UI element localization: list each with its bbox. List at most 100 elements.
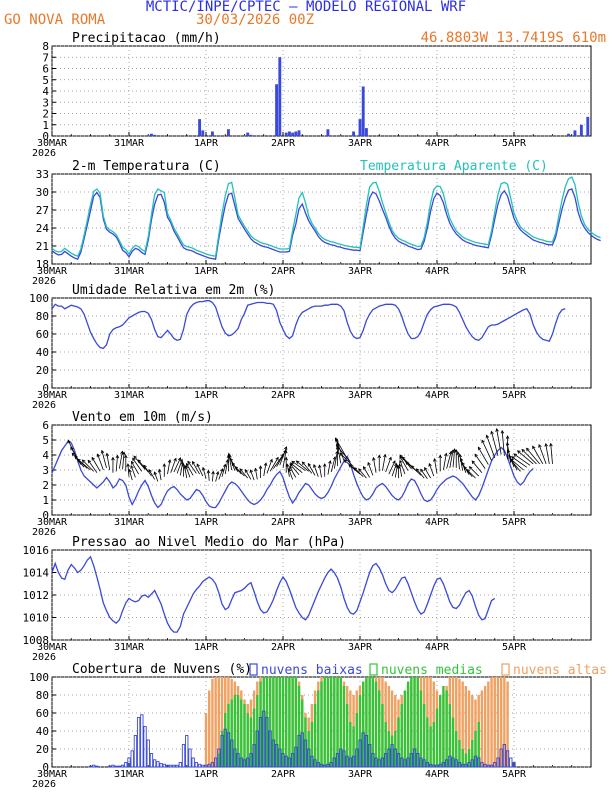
cloud-mid-bar xyxy=(342,686,346,767)
cloud-low-bar xyxy=(207,763,211,768)
wind-arrow xyxy=(399,464,403,477)
cloud-mid-bar xyxy=(368,677,371,767)
precip-xlabel: 30MAR xyxy=(37,138,68,149)
pressure-xlabel: 30MAR xyxy=(37,642,68,653)
wind-arrow xyxy=(513,453,531,466)
wind-arrow-head xyxy=(466,469,471,473)
wind-arrow xyxy=(115,455,118,472)
wind-arrow-head xyxy=(96,453,101,458)
cloud-mid-bar xyxy=(243,704,246,767)
wind-arrow xyxy=(318,465,322,478)
precip-xlabel: 3APR xyxy=(348,138,373,149)
cloud-low-bar xyxy=(230,739,234,768)
cloud-low-bar xyxy=(284,755,288,768)
precip-bar xyxy=(210,131,214,136)
cloud-mid-bar xyxy=(313,704,317,767)
temp-xlabel: 3APR xyxy=(348,266,373,277)
cloud-mid-bar xyxy=(291,677,294,767)
wind-arrow xyxy=(250,469,255,481)
cloud-low-bar xyxy=(194,762,199,768)
cloud-low-bar xyxy=(88,765,93,768)
wind-arrow-head xyxy=(468,466,473,470)
cloud-low-bar xyxy=(92,764,96,768)
wind-arrow xyxy=(424,467,431,479)
cloud-mid-bar xyxy=(236,695,240,767)
cloud-mid-bar xyxy=(333,677,336,767)
cloud-mid-bar xyxy=(224,713,227,767)
temp-ylabel: 21 xyxy=(36,240,49,253)
wind-arrow-head xyxy=(377,454,382,459)
wind-arrow xyxy=(517,450,534,465)
precip-bar xyxy=(358,119,362,136)
cloud-low-bar xyxy=(348,757,353,768)
wind-arrow xyxy=(434,458,438,474)
wind-arrow xyxy=(244,469,252,480)
cloud-high-bar xyxy=(214,677,217,767)
cloud-mid-bar xyxy=(339,677,342,767)
cloud-mid-bar xyxy=(397,717,400,767)
wind-arrow xyxy=(510,458,524,471)
cloud-low-bar xyxy=(313,759,317,768)
wind-arrow-head xyxy=(388,456,392,461)
wind-arrow-head xyxy=(122,451,126,456)
cloud-low-bar xyxy=(153,759,157,768)
cloud-low-bar xyxy=(217,748,221,768)
cloud-low-bar xyxy=(332,757,336,768)
precip-bar xyxy=(287,131,291,136)
precip-xlabel: 5APR xyxy=(502,138,527,149)
cloud-mid-bar xyxy=(310,722,314,767)
wind-arrow xyxy=(131,461,139,475)
cloud-low-bar xyxy=(419,757,423,768)
clouds-xlabel: 5APR xyxy=(502,769,527,780)
humidity-title: Umidade Relativa em 2m (%) xyxy=(72,283,276,298)
wind-arrow-head xyxy=(318,464,322,469)
cloud-low-bar xyxy=(441,762,446,768)
wind-arrow-head xyxy=(177,457,182,461)
wind-arrow-head xyxy=(285,463,290,468)
coords-label: 46.8803W 13.7419S 610m xyxy=(420,30,606,46)
pressure-xlabel: 3APR xyxy=(348,642,373,653)
cloud-low-bar xyxy=(265,717,269,768)
cloud-low-bar xyxy=(480,762,484,768)
wind-arrow xyxy=(394,465,398,478)
temp-xlabel: 31MAR xyxy=(114,266,145,277)
cloud-mid-bar xyxy=(281,677,285,767)
wind-arrow-head xyxy=(398,463,402,468)
humidity-xlabel: 31MAR xyxy=(114,390,145,401)
wind-arrow-head xyxy=(405,461,409,465)
precip-xlabel: 2APR xyxy=(271,138,296,149)
wind-arrow-head xyxy=(173,457,177,462)
wind-arrow-head xyxy=(343,459,348,464)
cloud-low-bar xyxy=(136,717,141,768)
wind-arrow xyxy=(167,459,171,475)
humidity-ylabel: 100 xyxy=(29,292,49,305)
wind-arrow xyxy=(501,430,505,456)
humidity-xlabel: 1APR xyxy=(194,390,219,401)
cloud-mid-bar xyxy=(458,740,461,767)
cloud-low-bar xyxy=(242,759,247,768)
precip-ylabel: 7 xyxy=(42,51,49,64)
cloud-mid-bar xyxy=(304,717,307,767)
wind-arrow xyxy=(187,461,197,474)
cloud-mid-bar xyxy=(349,722,352,767)
humidity-series-line xyxy=(51,300,566,350)
wind-arrow xyxy=(179,461,184,476)
wind-arrow xyxy=(511,456,528,468)
wind-arrow xyxy=(340,453,354,467)
wind-arrow-head xyxy=(353,467,358,471)
cloud-mid-bar xyxy=(230,699,233,767)
precip-bar xyxy=(246,132,250,136)
cloud-low-bar xyxy=(165,764,170,768)
wind-arrow-head xyxy=(444,452,448,457)
wind-series-line xyxy=(51,440,534,509)
wind-arrow xyxy=(266,459,273,474)
cloud-mid-bar xyxy=(381,704,384,767)
wind-arrow xyxy=(212,471,214,482)
wind-arrow xyxy=(221,464,226,477)
location-label: GO NOVA ROMA xyxy=(4,12,106,28)
cloud-mid-bar xyxy=(439,695,442,767)
wind-arrow-head xyxy=(399,459,403,464)
cloud-low-bar xyxy=(204,764,208,768)
clouds-ylabel: 100 xyxy=(29,671,49,684)
wind-arrow-head xyxy=(184,464,189,469)
